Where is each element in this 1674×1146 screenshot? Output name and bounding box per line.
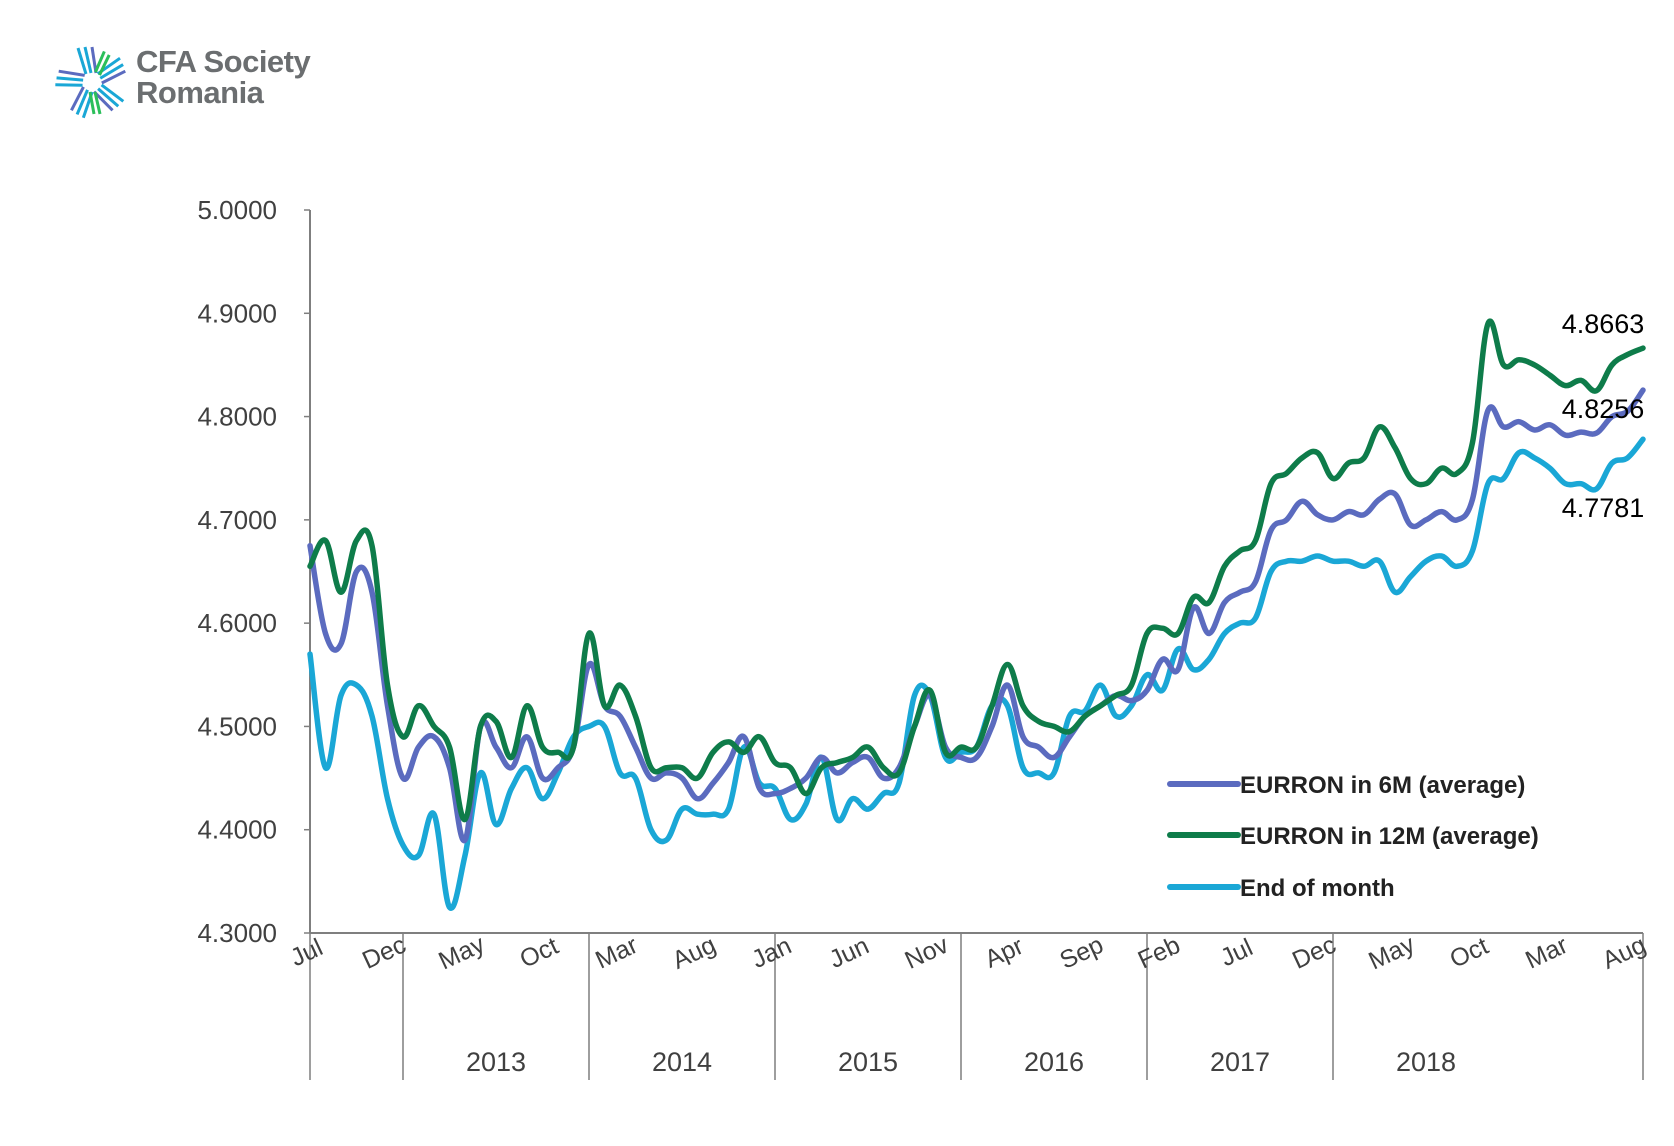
x-year-label: 2015 bbox=[838, 1047, 898, 1077]
legend: EURRON in 6M (average) EURRON in 12M (ave… bbox=[1167, 772, 1539, 902]
x-year-label: 2013 bbox=[466, 1047, 526, 1077]
cfa-logo bbox=[52, 42, 332, 122]
x-month-label: Mar bbox=[1521, 931, 1572, 975]
series-lines bbox=[307, 318, 1646, 911]
end-value-label: 4.8256 bbox=[1562, 394, 1645, 424]
y-tick-label: 4.5000 bbox=[197, 711, 277, 741]
logo-line1: CFA Society bbox=[136, 44, 311, 79]
x-year-label: 2017 bbox=[1210, 1047, 1270, 1077]
x-month-label: Oct bbox=[1446, 932, 1493, 974]
x-month-label: May bbox=[434, 930, 489, 976]
x-year-label: 2018 bbox=[1396, 1047, 1456, 1077]
y-axis-tick-labels: 4.3000 4.4000 4.5000 4.6000 4.7000 4.8000 4.90… bbox=[197, 195, 277, 948]
end-value-label: 4.8663 bbox=[1562, 309, 1645, 339]
y-tick-label: 4.9000 bbox=[197, 298, 277, 328]
legend-label: End of month bbox=[1240, 875, 1395, 902]
y-tick-label: 4.8000 bbox=[197, 402, 277, 432]
x-year-label: 2016 bbox=[1024, 1047, 1084, 1077]
logo-line2: Romania bbox=[136, 75, 264, 110]
legend-label: EURRON in 6M (average) bbox=[1240, 772, 1525, 799]
x-year-label: 2014 bbox=[652, 1047, 712, 1077]
y-tick-label: 4.3000 bbox=[197, 918, 277, 948]
x-month-label: Feb bbox=[1134, 931, 1185, 975]
x-month-label: Mar bbox=[591, 931, 642, 975]
x-month-label: Apr bbox=[981, 932, 1028, 974]
x-month-label: Sep bbox=[1056, 931, 1108, 975]
x-month-label: Jul bbox=[1216, 933, 1257, 972]
x-month-label: Jan bbox=[747, 932, 795, 974]
x-month-label: Nov bbox=[901, 930, 954, 974]
series-line-eom bbox=[307, 436, 1646, 911]
y-tick-label: 5.0000 bbox=[197, 195, 277, 225]
x-month-label: Jun bbox=[825, 932, 873, 974]
x-axis-month-labels: Jul Dec May Oct Mar Aug Jan Jun Nov Apr Sep Feb Jul D… bbox=[286, 930, 1650, 976]
x-axis-year-labels: 2013 2014 2015 2016 2017 2018 bbox=[466, 1047, 1456, 1077]
x-month-label: Oct bbox=[516, 932, 563, 974]
legend-label: EURRON in 12M (average) bbox=[1240, 823, 1539, 850]
end-value-label: 4.7781 bbox=[1562, 493, 1645, 523]
series-line-12m bbox=[307, 318, 1646, 823]
x-month-label: Jul bbox=[286, 933, 327, 972]
y-tick-label: 4.6000 bbox=[197, 608, 277, 638]
x-month-label: Aug bbox=[668, 931, 720, 975]
cfa-logo-icon bbox=[52, 46, 129, 121]
y-tick-label: 4.7000 bbox=[197, 505, 277, 535]
axes bbox=[304, 209, 1644, 1080]
x-month-label: May bbox=[1364, 930, 1419, 976]
series-line-6m bbox=[307, 387, 1646, 844]
logo-text: CFA Society Romania bbox=[136, 44, 311, 110]
y-tick-label: 4.4000 bbox=[197, 815, 277, 845]
end-value-labels: 4.8663 4.8256 4.7781 bbox=[1562, 309, 1645, 523]
